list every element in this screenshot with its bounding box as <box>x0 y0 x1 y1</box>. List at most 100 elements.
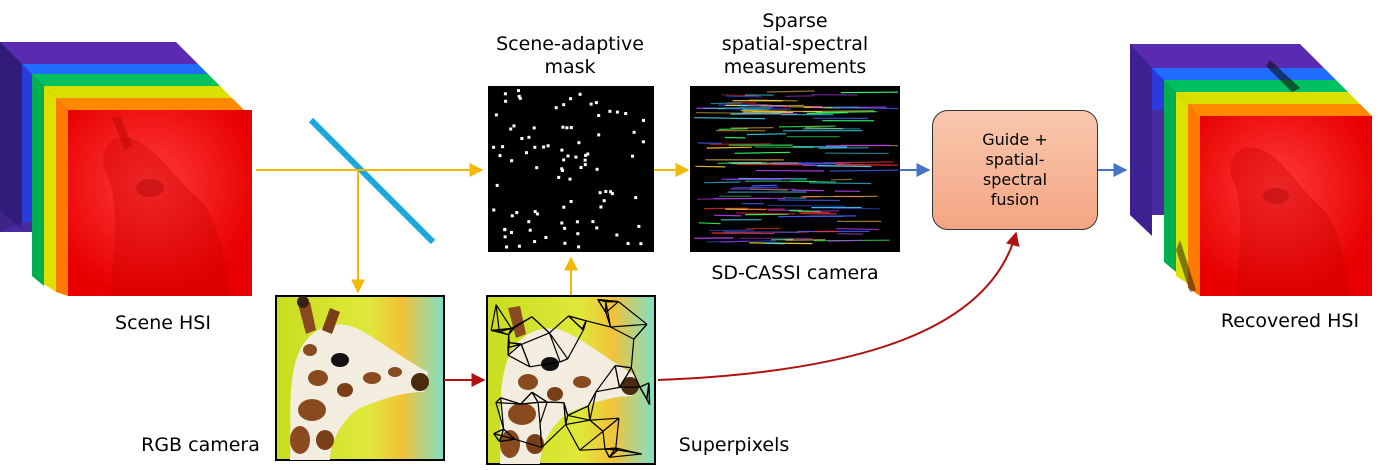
mask-aperture <box>577 141 581 145</box>
mask-label-line-2: mask <box>544 56 596 78</box>
superpixel-edge <box>507 354 531 368</box>
measurement-streak <box>778 215 856 218</box>
mask-aperture <box>492 208 496 212</box>
mask-aperture <box>533 145 537 149</box>
measurement-streak <box>825 144 891 147</box>
scene-hsi-cube <box>0 42 252 296</box>
superpixel-edge <box>498 428 505 442</box>
superpixel-edge <box>614 365 621 388</box>
superpixel-edge <box>609 453 642 458</box>
mask-aperture <box>598 191 602 195</box>
superpixel-edge <box>493 433 500 442</box>
measurements-label-line-2: spatial-spectral <box>721 33 869 55</box>
measurement-streak <box>737 163 815 166</box>
mask-aperture <box>525 151 528 155</box>
measurement-streak <box>792 189 824 192</box>
superpixel-edge <box>565 419 591 426</box>
superpixel-edge <box>507 334 510 348</box>
measurement-streak <box>723 231 800 233</box>
superpixel-edge <box>595 365 616 393</box>
mask-aperture <box>595 167 599 171</box>
mask-aperture <box>609 190 613 194</box>
mask-aperture <box>560 148 564 152</box>
mask-aperture <box>562 158 566 162</box>
superpixel-edge <box>639 382 650 388</box>
superpixel-edge <box>618 367 632 388</box>
mask-aperture <box>515 211 519 215</box>
superpixel-edge <box>633 323 648 340</box>
superpixel-edge <box>608 447 617 458</box>
superpixel-edge <box>503 428 516 440</box>
mask-aperture <box>504 99 508 103</box>
mask-aperture <box>557 175 561 179</box>
mask-aperture <box>494 113 498 117</box>
mask-label-line-1: Scene-adaptive <box>496 33 644 55</box>
measurement-streak <box>806 112 848 115</box>
mask-aperture <box>512 124 516 128</box>
measurement-streak <box>751 184 777 187</box>
superpixel-edge <box>567 329 584 360</box>
measurement-streak <box>777 199 841 202</box>
measurement-streak <box>832 107 899 109</box>
superpixel-edge <box>618 301 648 325</box>
superpixel-edge <box>495 304 512 329</box>
mask-aperture <box>615 233 619 237</box>
measurement-streak <box>740 109 787 112</box>
measurement-streak <box>734 151 791 154</box>
superpixel-edge <box>531 316 550 334</box>
superpixel-edge <box>581 320 587 330</box>
superpixel-edge <box>500 397 521 405</box>
mask-aperture <box>597 133 601 137</box>
superpixel-edge <box>499 438 515 443</box>
mask-aperture <box>535 166 539 170</box>
superpixel-edge <box>490 304 497 331</box>
superpixel-edge <box>520 401 539 405</box>
superpixel-edge <box>547 401 564 404</box>
mask-aperture <box>591 220 595 224</box>
superpixel-edge <box>563 402 567 425</box>
superpixel-edge <box>615 418 620 449</box>
measurement-streak <box>694 117 765 120</box>
mask-aperture <box>631 154 634 158</box>
mask-aperture <box>569 97 573 101</box>
mask-aperture <box>569 200 573 203</box>
mask-aperture <box>589 102 593 106</box>
superpixel-edge <box>539 401 548 424</box>
superpixel-edge <box>500 397 505 430</box>
superpixel-edge <box>549 315 569 334</box>
measurement-streak <box>731 162 799 165</box>
beam-splitter <box>308 117 436 245</box>
superpixel-edge <box>597 299 607 313</box>
mask-aperture <box>565 126 569 130</box>
mask-aperture <box>639 242 643 246</box>
mask-aperture <box>595 226 599 230</box>
mask-aperture <box>503 235 507 239</box>
mask-aperture <box>546 144 550 148</box>
superpixel-edge <box>495 402 505 430</box>
mask-aperture <box>532 126 536 130</box>
superpixel-edge <box>507 343 522 356</box>
superpixel-edge <box>531 391 539 403</box>
mask-aperture <box>641 140 645 144</box>
recovered-hsi-label: Recovered HSI <box>1220 310 1360 332</box>
mask-aperture <box>517 244 521 248</box>
superpixel-edge <box>539 423 543 448</box>
mask-label: Scene-adaptive mask <box>470 33 670 79</box>
superpixel-edge <box>567 414 591 421</box>
superpixel-edge <box>509 342 522 345</box>
superpixel-edge <box>499 330 509 336</box>
superpixel-edge <box>604 447 616 450</box>
mask-aperture <box>615 110 619 114</box>
mask-aperture <box>495 183 499 187</box>
mask-aperture <box>578 92 582 96</box>
superpixel-edge <box>520 391 533 405</box>
fusion-line-3: spectral <box>982 170 1048 189</box>
measurement-streak <box>725 95 763 98</box>
superpixel-edge <box>585 320 611 328</box>
scene-hsi-label: Scene HSI <box>115 312 211 334</box>
superpixel-edge <box>589 391 597 421</box>
superpixel-edge <box>602 431 606 450</box>
mask-aperture <box>602 199 606 203</box>
superpixel-edge <box>615 447 642 455</box>
